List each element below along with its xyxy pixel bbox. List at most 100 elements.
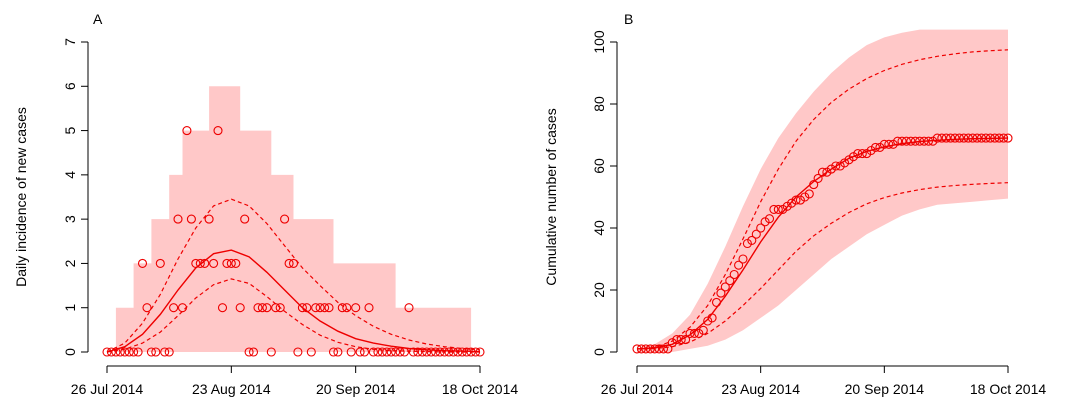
panel-b-data-point: [937, 133, 947, 143]
panel-b-data-point: [809, 180, 819, 190]
panel-b-data-point: [954, 133, 964, 143]
panel-a-data-point: [120, 347, 130, 357]
panel-b-x-tick-label: 20 Sep 2014: [845, 381, 925, 397]
panel-a-data-point: [111, 347, 121, 357]
panel-a-data-point: [146, 347, 156, 357]
panel-b-data-point: [968, 133, 978, 143]
panel-a-data-point: [186, 214, 196, 224]
panel-a-data-point: [226, 258, 236, 268]
panel-b-data-point: [667, 338, 677, 348]
panel-b-data-point: [694, 328, 704, 338]
panel-b-x-tick-label: 18 Oct 2014: [970, 381, 1046, 397]
panel-b-data-point: [999, 133, 1009, 143]
panel-a-y-tick-label: 7: [62, 38, 78, 46]
panel-b-data-point: [645, 344, 655, 354]
panel-a-data-point: [173, 214, 183, 224]
panel-b-data-point: [813, 173, 823, 183]
panel-a-data-point: [395, 347, 405, 357]
panel-a-x-tick-label: 26 Jul 2014: [71, 381, 144, 397]
panel-a-data-point: [262, 303, 272, 313]
panel-a-data-point: [133, 347, 143, 357]
panel-a-data-point: [364, 303, 374, 313]
panel-a-data-point: [368, 347, 378, 357]
panel-b-data-point: [725, 276, 735, 286]
panel-a-data-point: [462, 347, 472, 357]
panel-b-data-point: [698, 325, 708, 335]
panel-b-data-point: [729, 269, 739, 280]
panel-a-y-tick-label: 1: [62, 304, 78, 312]
panel-b-data-point: [1003, 133, 1013, 143]
panel-b-data-point: [672, 335, 682, 345]
panel-b-data-point: [751, 229, 761, 239]
panel-a-data-point: [164, 347, 174, 357]
panel-b-x-tick-label: 23 Aug 2014: [721, 381, 800, 397]
panel-a-x-tick-label: 23 Aug 2014: [192, 381, 271, 397]
panel-a-data-point: [102, 347, 112, 357]
panel-b-data-point: [831, 161, 841, 171]
panel-b-data-point: [791, 195, 801, 205]
panel-a-median-line: [106, 249, 481, 353]
panel-a-data-point: [275, 303, 285, 313]
panel-b-data-point: [990, 133, 1000, 143]
panel-b-data-point: [800, 192, 810, 202]
panel-b-data-point: [950, 133, 960, 143]
panel-a-data-point: [315, 303, 325, 313]
panel-b-data-point: [985, 133, 995, 143]
panel-b-data-point: [636, 344, 646, 354]
panel-a-data-point: [466, 347, 476, 357]
panel-a-y-tick-label: 4: [62, 171, 78, 179]
panel-a-y-tick-label: 3: [62, 215, 78, 223]
panel-a-data-point: [288, 258, 299, 268]
panel-a-data-point: [386, 347, 396, 357]
panel-b-median-line: [636, 137, 1009, 350]
panel-a-data-point: [253, 303, 263, 313]
panel-b-data-point: [676, 335, 686, 345]
panel-b-data-point: [870, 142, 881, 152]
panel-a-data-point: [324, 303, 334, 313]
panel-a-data-point: [155, 258, 165, 268]
panel-a-prediction-band: [107, 86, 480, 353]
panel-a-data-point: [235, 303, 245, 313]
panel-a-y-tick-label: 2: [62, 259, 78, 267]
panel-b-data-point: [689, 328, 699, 338]
panel-a-data-point: [195, 258, 205, 268]
panel-a-data-point: [311, 303, 321, 313]
panel-a-data-point: [284, 258, 294, 268]
panel-a-data-point: [320, 303, 330, 313]
panel-b-data-point: [681, 335, 691, 345]
panel-b-data-point: [893, 136, 903, 146]
panel-a-data-point: [333, 347, 343, 357]
panel-b-data-point: [976, 133, 987, 143]
panel-b-data-point: [711, 297, 722, 307]
panel-a-data-point: [217, 303, 228, 313]
panel-a-data-point: [177, 303, 188, 313]
panel-b-data-point: [932, 133, 942, 143]
panel-a-data-point: [266, 347, 276, 357]
panel-b-data-point: [879, 139, 889, 149]
panel-a-data-point: [439, 347, 450, 357]
panel-b-y-tick-label: 0: [591, 348, 607, 356]
panel-a-upper-interval-line: [106, 198, 481, 353]
panel-a-data-point: [204, 214, 214, 224]
panel-b-prediction-band: [637, 29, 1008, 352]
panel-a-data-point: [124, 347, 134, 357]
panel-b-data-point: [658, 344, 669, 354]
panel-a-data-point: [471, 347, 481, 357]
panel-b-data-point: [901, 136, 911, 146]
panel-b-data-point: [853, 149, 863, 159]
panel-b-y-tick-label: 60: [591, 158, 607, 174]
panel-a-data-point: [244, 347, 254, 357]
panel-a-data-point: [191, 258, 201, 268]
panel-a-data-point: [413, 347, 423, 357]
panel-b-data-point: [650, 344, 660, 354]
panel-a-data-point: [457, 347, 467, 357]
panel-b-upper-interval-line: [636, 49, 1009, 350]
panel-a-data-point: [306, 347, 316, 357]
panel-b-data-point: [826, 164, 836, 174]
panel-a-data-point: [426, 347, 436, 357]
panel-b-data-point: [804, 189, 814, 199]
panel-a-data-point: [257, 303, 267, 313]
panel-a-data-point: [346, 347, 356, 357]
panel-b-data-point: [654, 344, 664, 354]
panel-a-data-point: [399, 347, 410, 357]
